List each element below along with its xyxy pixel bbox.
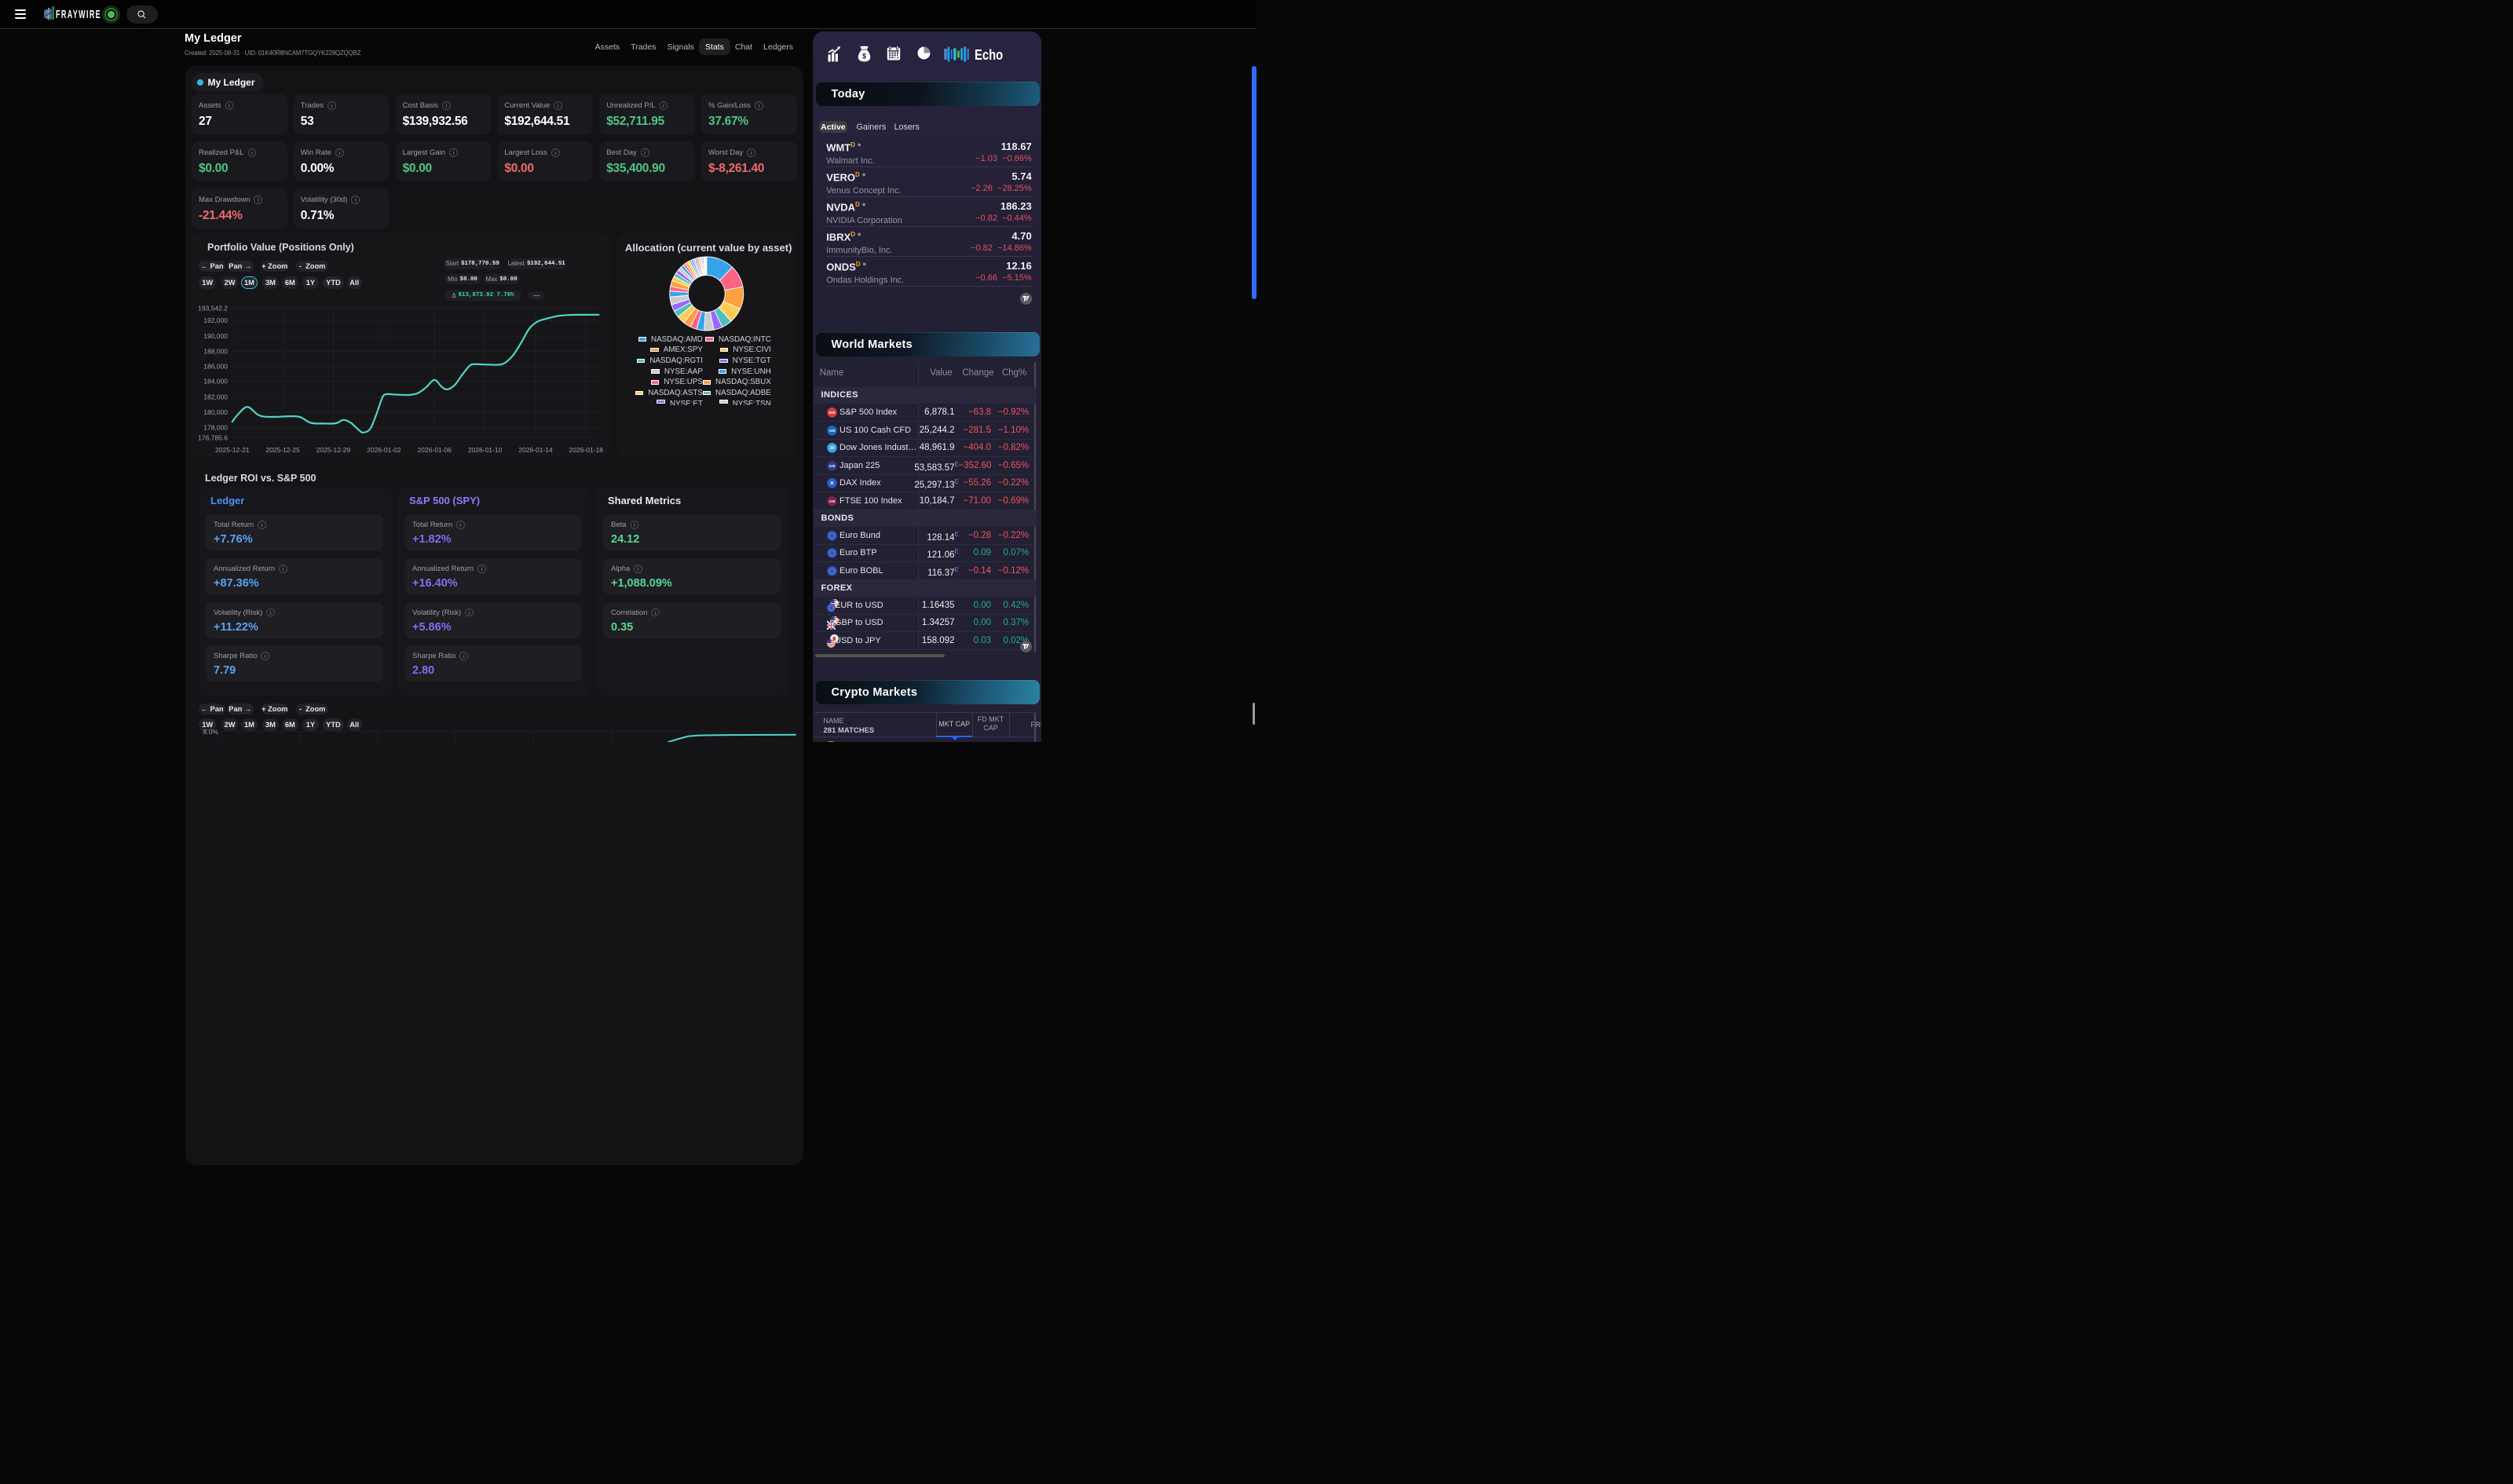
svg-text:193,542.2: 193,542.2	[198, 305, 228, 313]
svg-text:2026-01-18: 2026-01-18	[569, 446, 604, 454]
svg-text:192,000: 192,000	[203, 316, 228, 324]
svg-text:2026-01-14: 2026-01-14	[518, 446, 553, 454]
svg-text:100: 100	[829, 499, 835, 503]
svg-text:500: 500	[829, 411, 835, 415]
svg-text:2026-01-06: 2026-01-06	[417, 446, 452, 454]
svg-text:8.0%: 8.0%	[203, 728, 219, 736]
svg-text:100: 100	[829, 428, 835, 432]
svg-text:186,000: 186,000	[203, 363, 228, 371]
svg-text:180,000: 180,000	[203, 408, 228, 416]
svg-text:2025-12-29: 2025-12-29	[316, 446, 351, 454]
svg-text:$: $	[862, 52, 866, 60]
svg-text:30: 30	[829, 446, 834, 451]
svg-text:2026-01-02: 2026-01-02	[367, 446, 401, 454]
svg-text:2026-01-10: 2026-01-10	[468, 446, 503, 454]
svg-text:176,785.6: 176,785.6	[198, 433, 228, 441]
svg-text:190,000: 190,000	[203, 332, 228, 340]
svg-text:182,000: 182,000	[203, 393, 228, 401]
svg-text:188,000: 188,000	[203, 348, 228, 356]
svg-text:184,000: 184,000	[203, 378, 228, 386]
svg-text:225: 225	[829, 464, 835, 468]
svg-text:2025-12-21: 2025-12-21	[215, 446, 250, 454]
svg-text:2025-12-25: 2025-12-25	[265, 446, 300, 454]
svg-text:✕: ✕	[829, 481, 833, 487]
svg-text:178,000: 178,000	[203, 424, 228, 432]
